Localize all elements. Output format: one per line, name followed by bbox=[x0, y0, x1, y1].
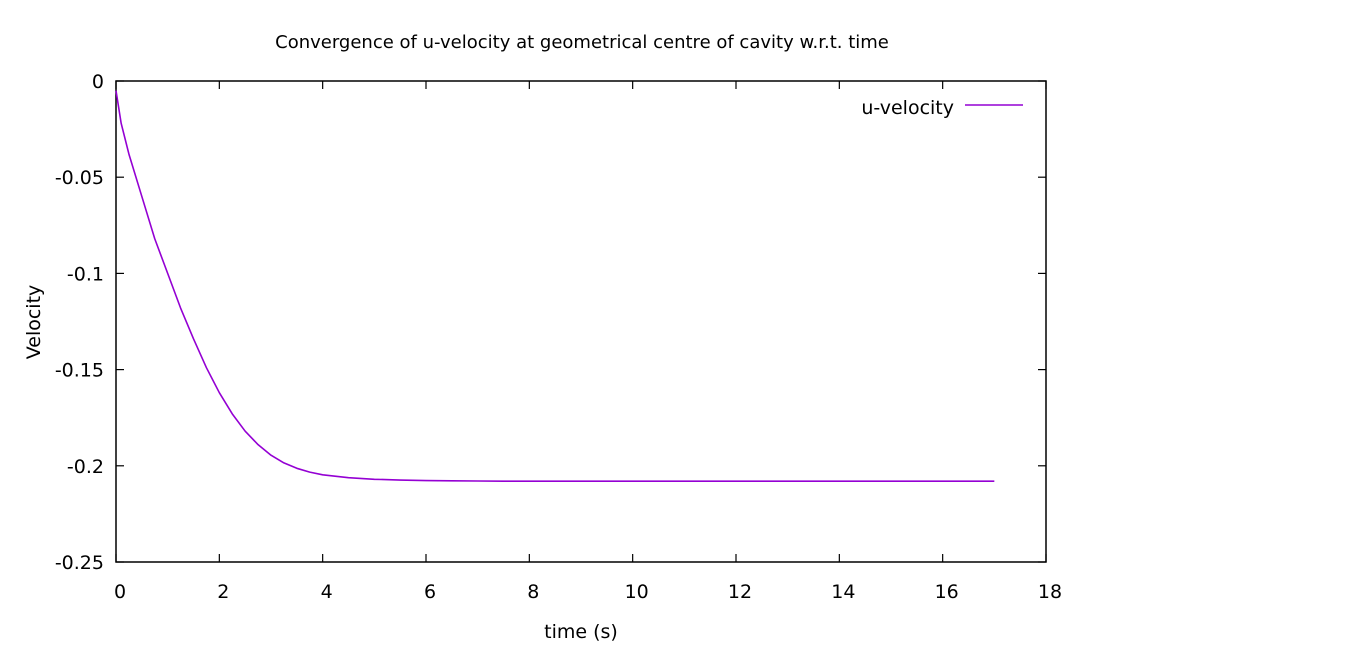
chart-title: Convergence of u-velocity at geometrical… bbox=[275, 32, 889, 53]
y-tick-label: -0.1 bbox=[67, 263, 104, 285]
y-tick-labels: 0 -0.05 -0.1 -0.15 -0.2 -0.25 bbox=[55, 71, 104, 574]
series-layer bbox=[115, 90, 995, 482]
x-tick-label: 8 bbox=[527, 581, 539, 603]
legend: u-velocity bbox=[861, 97, 1023, 119]
y-tick-label: -0.25 bbox=[55, 552, 104, 574]
x-tick-label: 2 bbox=[217, 581, 229, 603]
x-tick-label: 6 bbox=[424, 581, 436, 603]
x-tick-label: 18 bbox=[1038, 581, 1062, 603]
x-axis-title: time (s) bbox=[544, 621, 618, 643]
plot-area-frame bbox=[115, 80, 1047, 563]
x-tick-label: 14 bbox=[831, 581, 855, 603]
x-tick-label: 12 bbox=[728, 581, 752, 603]
tick-marks bbox=[115, 80, 1047, 563]
y-tick-label: -0.05 bbox=[55, 167, 104, 189]
x-tick-label: 4 bbox=[321, 581, 333, 603]
x-tick-labels: 0 2 4 6 8 10 12 14 16 18 bbox=[114, 581, 1062, 603]
x-tick-label: 10 bbox=[625, 581, 649, 603]
legend-label: u-velocity bbox=[861, 97, 954, 119]
x-tick-label: 0 bbox=[114, 581, 126, 603]
y-axis-title: Velocity bbox=[23, 285, 45, 360]
y-tick-label: -0.2 bbox=[67, 456, 104, 478]
y-tick-label: 0 bbox=[92, 71, 104, 93]
x-tick-label: 16 bbox=[935, 581, 959, 603]
series-line-u-velocity bbox=[115, 90, 995, 482]
y-tick-label: -0.15 bbox=[55, 360, 104, 382]
